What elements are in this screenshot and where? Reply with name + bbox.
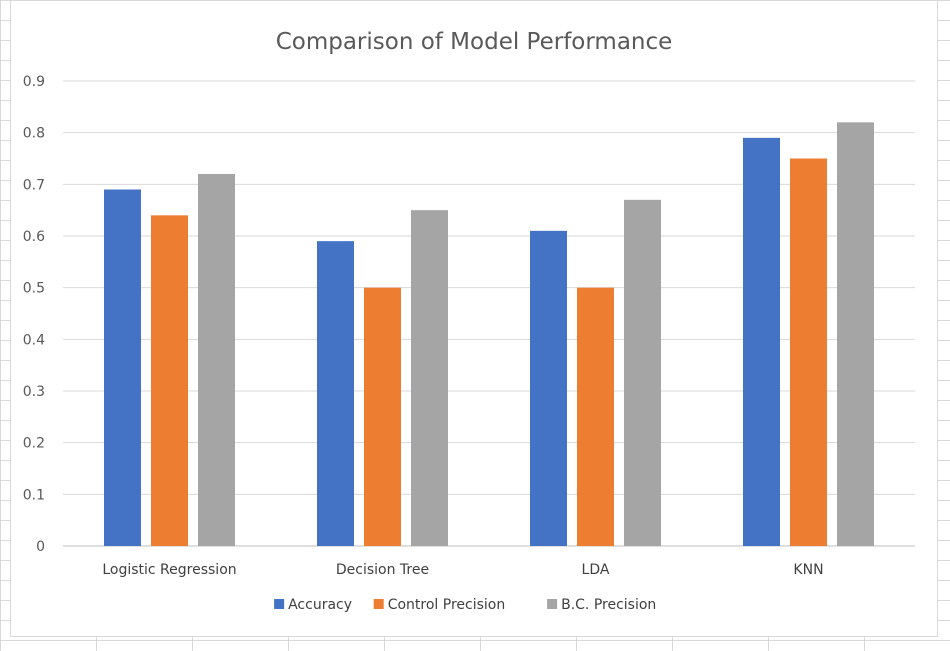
x-category-label: LDA — [582, 562, 610, 578]
legend-label: Accuracy — [288, 597, 352, 613]
bar-chart: Comparison of Model Performance 00.10.20… — [23, 29, 915, 613]
y-tick-label: 0.3 — [23, 384, 45, 400]
bar[interactable] — [624, 199, 661, 547]
bar[interactable] — [317, 241, 354, 546]
x-category-label: KNN — [793, 562, 823, 578]
y-tick-label: 0.6 — [23, 229, 45, 245]
y-tick-label: 0.1 — [23, 487, 45, 503]
legend-swatch — [274, 599, 285, 609]
y-tick-label: 0.8 — [23, 126, 45, 142]
chart-area[interactable]: Comparison of Model Performance 0 0.1 0.2 0… — [10, 0, 938, 637]
bar[interactable] — [364, 287, 401, 546]
axis-labels: 0 0.1 0.2 0.3 0.4 0.5 0.6 0.7 0.8 0.9 Logistic Reg… — [23, 74, 824, 578]
bar[interactable] — [530, 230, 567, 547]
y-tick-label: 0 — [36, 539, 45, 555]
legend-swatch — [547, 599, 558, 609]
bar[interactable] — [837, 122, 874, 546]
gridlines — [63, 80, 915, 547]
bar[interactable] — [411, 210, 448, 546]
bar[interactable] — [790, 158, 827, 547]
x-category-label: Decision Tree — [336, 562, 429, 578]
y-tick-label: 0.5 — [23, 281, 45, 297]
bar[interactable] — [104, 189, 141, 547]
legend-swatch — [373, 599, 384, 609]
x-category-label: Logistic Regression — [102, 562, 236, 578]
chart-title: Comparison of Model Performance — [276, 29, 673, 55]
bar[interactable] — [151, 215, 188, 547]
legend-label: B.C. Precision — [561, 597, 656, 613]
bar[interactable] — [198, 174, 235, 546]
y-tick-label: 0.4 — [23, 332, 45, 348]
bars — [104, 122, 874, 547]
bar[interactable] — [743, 137, 780, 547]
y-tick-label: 0.2 — [23, 436, 45, 452]
legend-label: Control Precision — [388, 597, 506, 613]
y-tick-label: 0.7 — [23, 177, 45, 193]
bar[interactable] — [577, 287, 614, 546]
legend: Accuracy Control Precision B.C. Precision — [274, 597, 656, 613]
y-tick-label: 0.9 — [23, 74, 45, 90]
